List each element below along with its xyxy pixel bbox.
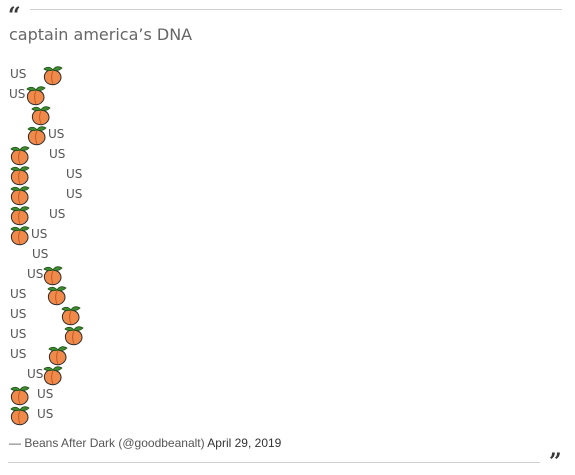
- us-text: US: [49, 147, 66, 161]
- dna-row: US: [0, 145, 200, 167]
- us-text: US: [10, 287, 27, 301]
- dna-row: US: [0, 225, 200, 247]
- us-text: US: [27, 367, 44, 381]
- dna-row: US: [0, 65, 200, 87]
- peach-icon: [9, 225, 31, 247]
- peach-icon: [60, 305, 82, 327]
- peach-icon: [47, 345, 69, 367]
- us-text: US: [10, 67, 27, 81]
- dna-row: US: [0, 245, 200, 265]
- dna-row: US: [0, 305, 200, 327]
- dna-row: [0, 105, 200, 127]
- peach-icon: [25, 85, 47, 107]
- peach-icon: [9, 385, 31, 407]
- us-text: US: [48, 127, 65, 141]
- dna-row: US: [0, 165, 200, 187]
- peach-icon: [9, 405, 31, 427]
- us-text: US: [49, 207, 66, 221]
- tweet-date[interactable]: April 29, 2019: [207, 436, 282, 450]
- dna-row: US: [0, 185, 200, 207]
- dna-row: US: [0, 325, 200, 347]
- dna-row: US: [0, 285, 200, 307]
- us-text: US: [32, 247, 49, 261]
- us-text: US: [37, 387, 54, 401]
- peach-icon: [9, 165, 31, 187]
- dna-row: US: [0, 85, 200, 107]
- peach-icon: [42, 365, 64, 387]
- us-text: US: [31, 227, 48, 241]
- us-text: US: [66, 187, 83, 201]
- bottom-divider: [8, 462, 540, 463]
- tweet-attribution: — Beans After Dark (@goodbeanalt) April …: [9, 436, 281, 450]
- us-text: US: [37, 407, 54, 421]
- us-text: US: [10, 347, 27, 361]
- dna-row: US: [0, 405, 200, 427]
- peach-icon: [63, 325, 85, 347]
- dna-row: US: [0, 205, 200, 227]
- dna-row: US: [0, 345, 200, 367]
- top-divider: [30, 9, 562, 10]
- dna-row: US: [0, 385, 200, 407]
- peach-icon: [30, 105, 52, 127]
- us-text: US: [9, 87, 26, 101]
- us-text: US: [66, 167, 83, 181]
- tweet-headline: captain america’s DNA: [9, 25, 193, 44]
- peach-icon: [46, 285, 68, 307]
- peach-icon: [26, 125, 48, 147]
- us-text: US: [10, 307, 27, 321]
- author-credit: — Beans After Dark (@goodbeanalt): [9, 436, 205, 450]
- dna-row: US: [0, 265, 200, 287]
- peach-icon: [9, 185, 31, 207]
- peach-icon: [42, 265, 64, 287]
- us-text: US: [27, 267, 44, 281]
- dna-row: US: [0, 125, 200, 147]
- peach-icon: [9, 145, 31, 167]
- us-text: US: [10, 327, 27, 341]
- close-quote-mark: ”: [549, 449, 562, 475]
- open-quote-mark: “: [8, 3, 21, 29]
- peach-icon: [42, 65, 64, 87]
- peach-icon: [9, 205, 31, 227]
- dna-row: US: [0, 365, 200, 387]
